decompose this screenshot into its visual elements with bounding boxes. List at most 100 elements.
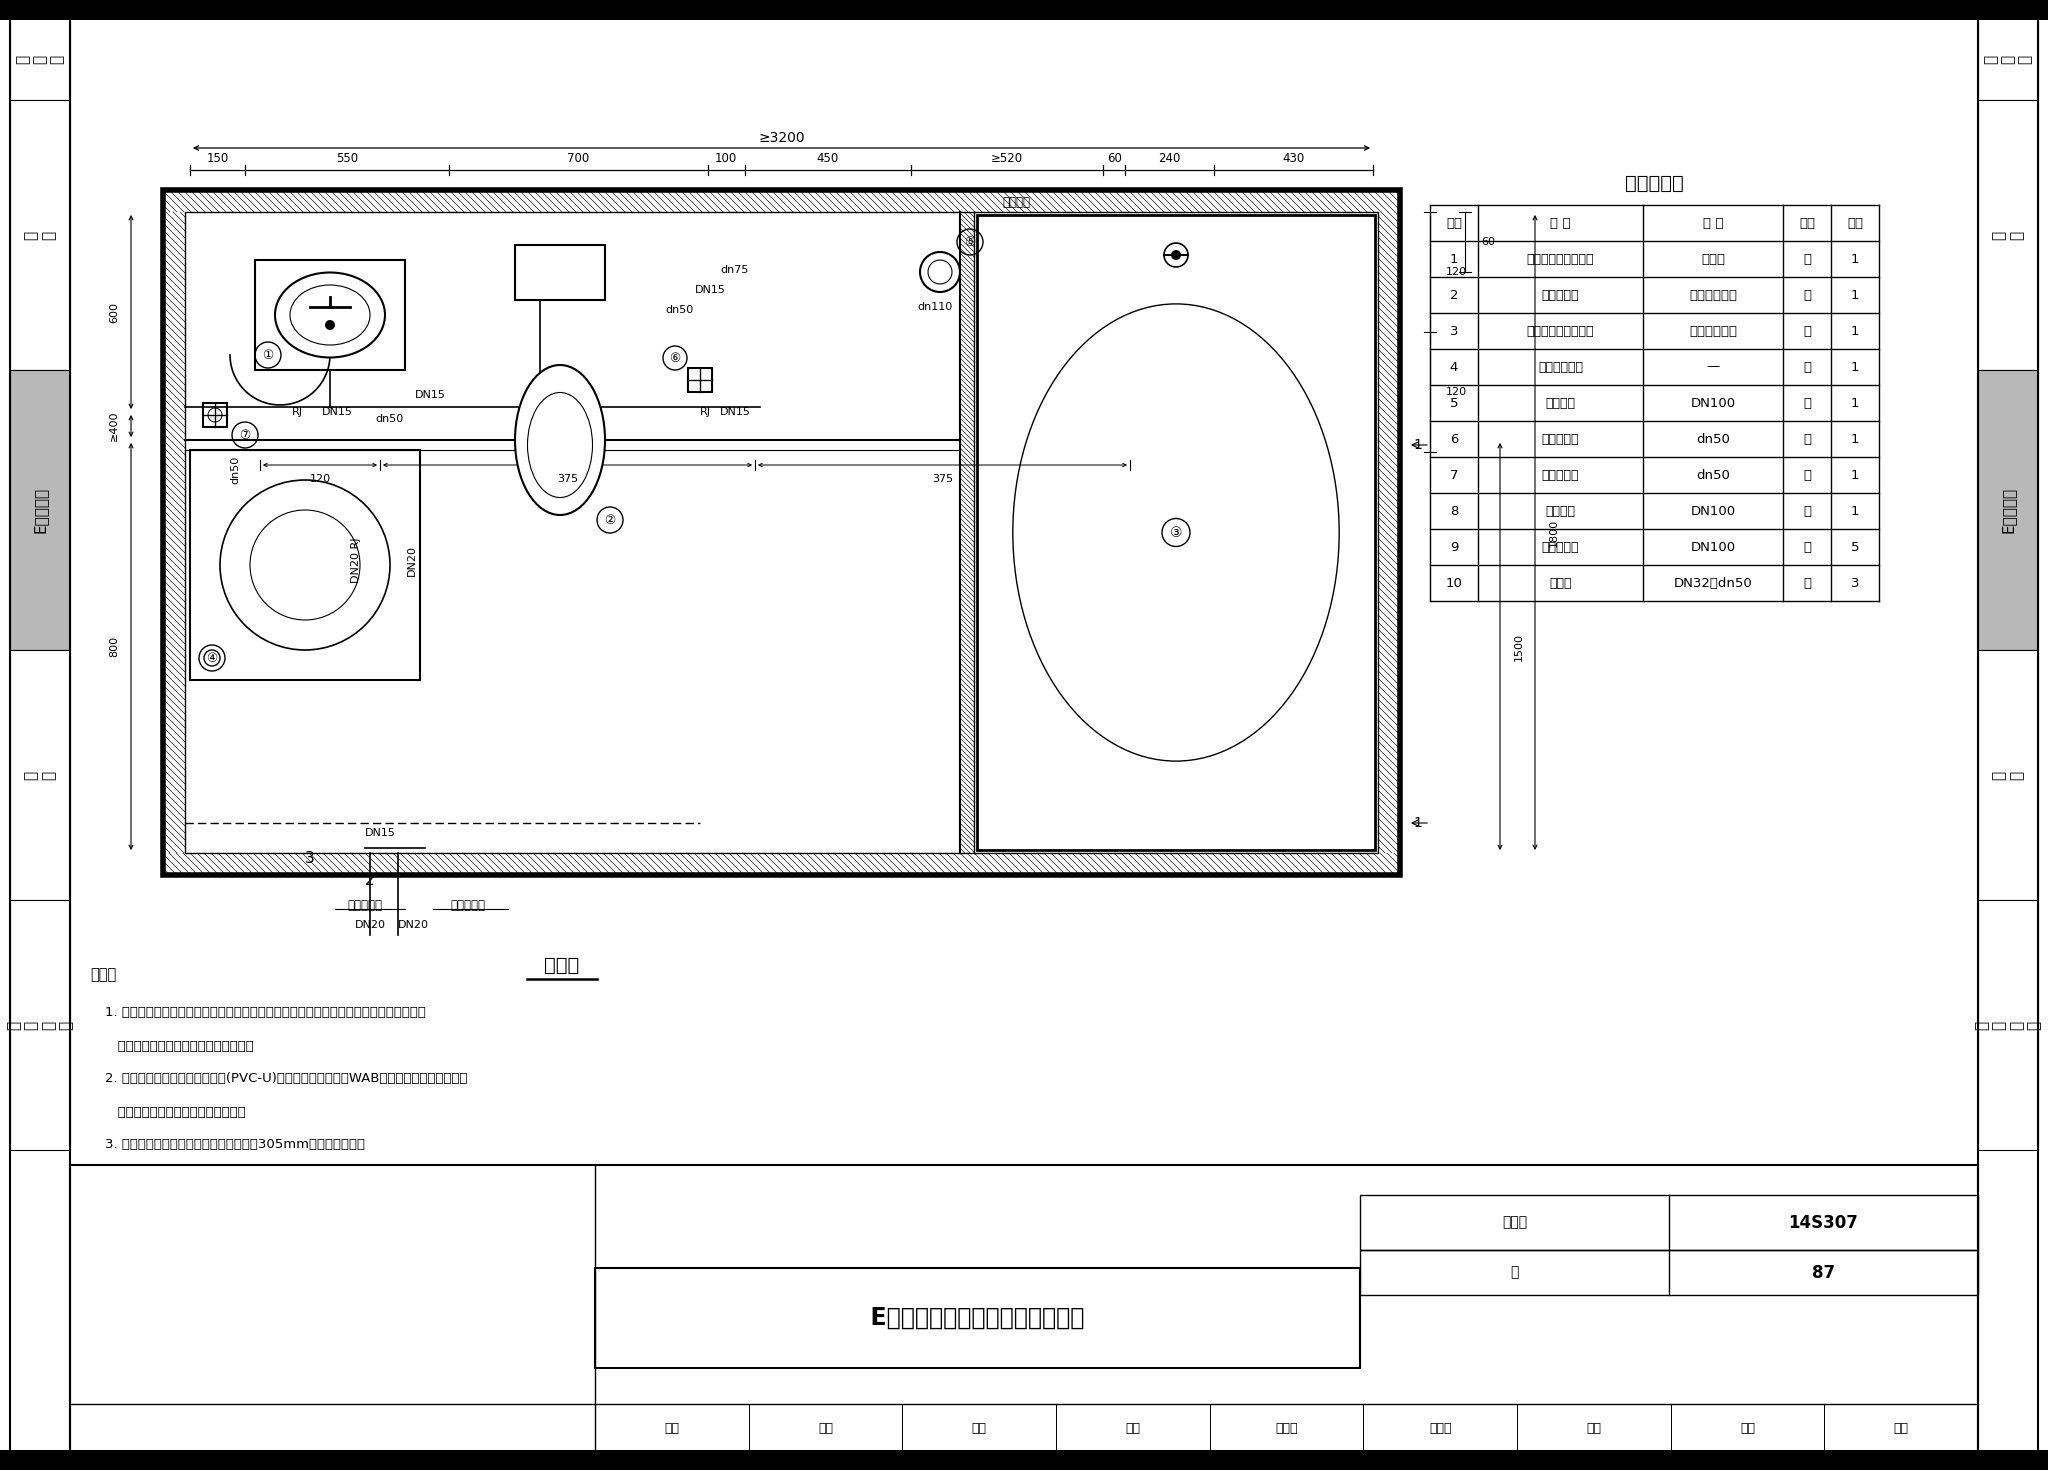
Text: 设计: 设计 [1587,1421,1602,1435]
Text: 2: 2 [1450,288,1458,301]
Text: 1: 1 [1413,438,1423,451]
Text: 不锈钢卡箍: 不锈钢卡箍 [1542,541,1579,554]
Text: 3. 本卫生间平面布置同时也适用于坑距为305mm的坐式大便器。: 3. 本卫生间平面布置同时也适用于坑距为305mm的坐式大便器。 [104,1138,365,1151]
Text: 4: 4 [1450,360,1458,373]
Text: 阳
台: 阳 台 [1993,770,2023,779]
Text: 节
点
详
图: 节 点 详 图 [1974,1020,2042,1029]
Text: dn50: dn50 [666,304,694,315]
Text: 轻质隔墙: 轻质隔墙 [1001,196,1030,209]
Text: 个: 个 [1802,504,1810,517]
Text: 1500: 1500 [1513,632,1524,660]
Text: 审核: 审核 [664,1421,680,1435]
Text: 1: 1 [1851,360,1860,373]
Bar [10,370,70,650]
Text: 编号: 编号 [1446,216,1462,229]
Text: 单柄混合水嘴洗脸盆: 单柄混合水嘴洗脸盆 [1526,253,1593,266]
Text: 1: 1 [1851,469,1860,482]
Text: ①: ① [262,348,274,362]
Text: 套: 套 [1802,325,1810,338]
Text: 9: 9 [1450,541,1458,554]
Text: 存水弯: 存水弯 [1548,576,1571,589]
Text: 平面图: 平面图 [545,956,580,975]
Text: 1: 1 [1450,253,1458,266]
Text: 有水封地漏: 有水封地漏 [1542,469,1579,482]
Circle shape [326,320,336,329]
Bar [190,450,420,681]
Text: 5: 5 [1851,541,1860,554]
Text: DN15: DN15 [414,390,444,400]
Text: 7: 7 [1450,469,1458,482]
Text: 页: 页 [1509,1266,1520,1279]
Bar [1360,1250,1978,1295]
Text: DN15: DN15 [322,407,352,417]
Bar [688,368,713,392]
Text: 张森: 张森 [817,1421,834,1435]
Ellipse shape [274,272,385,357]
Bar [203,403,227,426]
Text: 套: 套 [1802,288,1810,301]
Text: 14S307: 14S307 [1788,1214,1858,1232]
Text: DN20 RJ: DN20 RJ [350,537,360,582]
Text: 图集号: 图集号 [1501,1216,1528,1229]
Text: 100: 100 [715,151,737,165]
Text: ≥520: ≥520 [991,151,1024,165]
Text: DN15: DN15 [694,285,725,295]
Bar [1360,1195,1978,1250]
Text: 铸铁或亚克力: 铸铁或亚克力 [1690,325,1737,338]
Text: 87: 87 [1812,1264,1835,1282]
Text: 张文华: 张文华 [1276,1421,1298,1435]
Text: 万水: 万水 [1741,1421,1755,1435]
Text: 万水: 万水 [1894,1421,1909,1435]
Text: dn110: dn110 [918,301,952,312]
Bar [10,650,70,900]
Text: DN20: DN20 [408,544,418,575]
Text: 120: 120 [1446,387,1466,397]
Text: 坐式大便器: 坐式大便器 [1542,288,1579,301]
Text: 1: 1 [1851,504,1860,517]
Text: ⑥: ⑥ [670,351,680,365]
Text: ⑦: ⑦ [240,428,250,441]
Text: 数量: 数量 [1847,216,1864,229]
Bar [0,0,2048,21]
Text: RJ: RJ [293,407,303,417]
Text: 8: 8 [1450,504,1458,517]
Bar [10,100,70,370]
Text: 校对: 校对 [1124,1421,1141,1435]
Text: 5: 5 [1450,397,1458,410]
Text: ③: ③ [1169,525,1182,539]
Text: 1: 1 [1851,397,1860,410]
Bar [256,260,406,370]
Text: DN100: DN100 [1690,504,1735,517]
Bar [1978,100,2038,370]
Text: DN15: DN15 [721,407,752,417]
Text: DN15: DN15 [365,828,395,838]
Text: 的水泥砂浆结合层内时，用虚线表示。: 的水泥砂浆结合层内时，用虚线表示。 [104,1039,254,1053]
Text: ≥3200: ≥3200 [758,131,805,146]
Text: 150: 150 [207,151,229,165]
Text: 3: 3 [1851,576,1860,589]
Text: 800: 800 [109,637,119,657]
Text: 台上式: 台上式 [1702,253,1724,266]
Bar [977,215,1374,850]
Bar [1978,900,2038,1150]
Text: 个: 个 [1802,576,1810,589]
Text: 1: 1 [1851,288,1860,301]
Text: 1: 1 [1851,325,1860,338]
Text: 导流三通: 导流三通 [1546,504,1575,517]
Text: 1800: 1800 [1548,519,1559,547]
Text: 单位: 单位 [1798,216,1815,229]
Text: DN100: DN100 [1690,397,1735,410]
Text: 375: 375 [932,473,952,484]
Text: 套: 套 [1802,253,1810,266]
Text: E型卫生间给排水管道安装方案五: E型卫生间给排水管道安装方案五 [854,1305,1102,1330]
Text: dn75: dn75 [721,265,750,275]
Text: 个: 个 [1802,469,1810,482]
Bar [10,18,70,100]
Text: 总
说
明: 总 说 明 [1982,54,2034,63]
Text: 直通式地漏: 直通式地漏 [1542,432,1579,445]
Text: 分体式下排水: 分体式下排水 [1690,288,1737,301]
Text: 名 称: 名 称 [1550,216,1571,229]
Text: 430: 430 [1282,151,1305,165]
Text: 节
点
详
图: 节 点 详 图 [6,1020,74,1029]
Bar [184,212,1378,853]
